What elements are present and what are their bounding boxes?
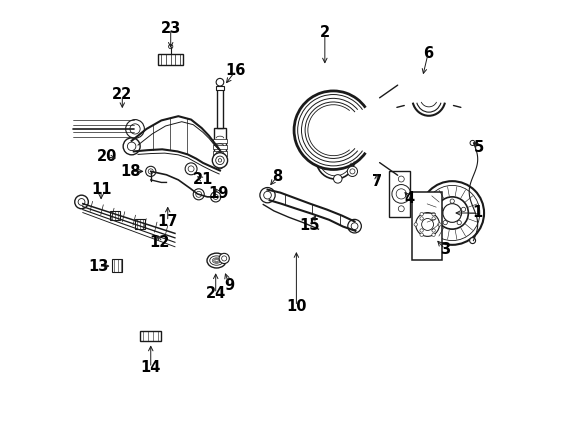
Circle shape [146, 166, 156, 176]
Text: 23: 23 [160, 21, 181, 36]
Circle shape [219, 253, 229, 264]
Circle shape [432, 217, 435, 220]
Circle shape [217, 162, 224, 169]
Polygon shape [389, 170, 410, 217]
Bar [213, 151, 227, 155]
Text: 2: 2 [320, 25, 330, 40]
Text: 16: 16 [225, 63, 246, 78]
Bar [213, 145, 227, 149]
Circle shape [211, 192, 221, 202]
Circle shape [420, 233, 423, 236]
Circle shape [443, 221, 447, 225]
Circle shape [126, 120, 145, 138]
Polygon shape [112, 259, 122, 273]
Text: 24: 24 [205, 286, 226, 301]
Polygon shape [158, 54, 183, 65]
Ellipse shape [207, 253, 226, 268]
Circle shape [193, 189, 204, 200]
Text: 5: 5 [474, 140, 484, 155]
Polygon shape [110, 210, 119, 220]
Circle shape [185, 163, 197, 175]
Circle shape [260, 187, 275, 203]
Circle shape [414, 223, 418, 226]
Circle shape [461, 207, 465, 211]
Circle shape [212, 153, 228, 168]
Circle shape [432, 213, 435, 216]
Circle shape [432, 229, 435, 232]
Bar [217, 88, 223, 128]
Text: 15: 15 [299, 218, 319, 233]
Circle shape [420, 229, 423, 232]
Text: 12: 12 [149, 235, 170, 250]
Circle shape [416, 213, 439, 236]
Circle shape [457, 221, 461, 225]
Circle shape [469, 238, 476, 244]
Text: 19: 19 [208, 187, 229, 201]
Circle shape [438, 223, 441, 226]
Bar [214, 128, 226, 164]
Text: 17: 17 [158, 214, 178, 229]
Circle shape [470, 141, 475, 146]
Polygon shape [140, 331, 162, 341]
Text: 10: 10 [286, 299, 307, 314]
Circle shape [168, 44, 173, 49]
Text: 1: 1 [473, 205, 483, 221]
Text: 9: 9 [224, 278, 234, 293]
Text: 14: 14 [141, 360, 161, 375]
Circle shape [398, 206, 404, 212]
Circle shape [420, 181, 484, 245]
Text: 22: 22 [112, 87, 133, 103]
Circle shape [420, 217, 423, 220]
Bar [213, 139, 227, 143]
Text: 13: 13 [88, 259, 109, 273]
Polygon shape [412, 192, 442, 260]
Text: 8: 8 [272, 170, 282, 184]
Text: 6: 6 [423, 46, 433, 61]
Text: 21: 21 [193, 173, 213, 187]
Circle shape [392, 184, 411, 203]
Circle shape [123, 138, 140, 155]
Circle shape [347, 166, 357, 176]
Text: 20: 20 [97, 150, 117, 164]
Text: 18: 18 [121, 164, 141, 179]
Circle shape [420, 213, 423, 216]
Circle shape [75, 195, 88, 209]
Text: 4: 4 [405, 191, 415, 206]
Text: 7: 7 [372, 174, 382, 189]
Circle shape [450, 199, 454, 203]
Circle shape [216, 78, 224, 86]
Polygon shape [135, 219, 145, 228]
Text: 11: 11 [91, 182, 112, 197]
Circle shape [218, 158, 222, 162]
Text: 3: 3 [440, 242, 450, 256]
Circle shape [432, 233, 435, 236]
Circle shape [439, 207, 443, 211]
Bar [216, 86, 224, 90]
Circle shape [348, 219, 361, 233]
Circle shape [436, 197, 468, 229]
Circle shape [333, 175, 342, 183]
Circle shape [398, 176, 404, 182]
Bar [213, 158, 227, 162]
